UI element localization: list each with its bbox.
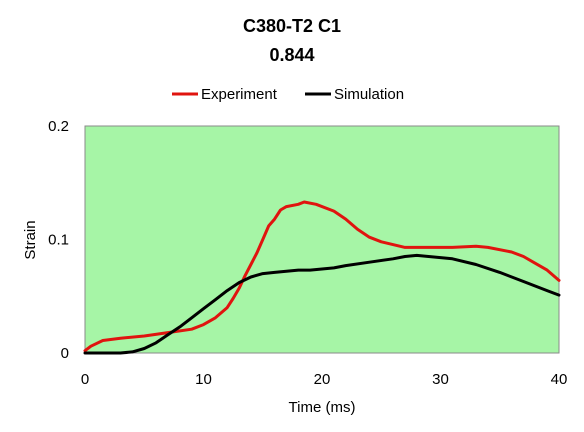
x-tick-label: 30 (432, 371, 449, 388)
x-tick-label: 10 (195, 371, 212, 388)
x-axis-label: Time (ms) (289, 399, 356, 416)
plot-area (84, 125, 560, 354)
series-layer (83, 200, 561, 355)
x-tick-label: 40 (551, 371, 568, 388)
legend-label-simulation: Simulation (334, 86, 404, 103)
y-axis-ticks: 0 0.1 0.2 (48, 118, 69, 362)
y-axis-label: Strain (22, 220, 39, 259)
y-tick-label: 0.1 (48, 232, 69, 249)
y-tick-label: 0 (61, 345, 69, 362)
legend: Experiment Simulation (172, 86, 404, 103)
x-tick-label: 0 (81, 371, 89, 388)
x-tick-label: 20 (314, 371, 331, 388)
series-line-simulation (83, 253, 561, 355)
legend-label-experiment: Experiment (201, 86, 278, 103)
chart-title: C380-T2 C1 (243, 16, 341, 36)
chart-subtitle: 0.844 (269, 45, 314, 65)
x-axis-ticks: 0 10 20 30 40 (81, 371, 568, 388)
y-tick-label: 0.2 (48, 118, 69, 135)
series-line-experiment (83, 200, 561, 353)
